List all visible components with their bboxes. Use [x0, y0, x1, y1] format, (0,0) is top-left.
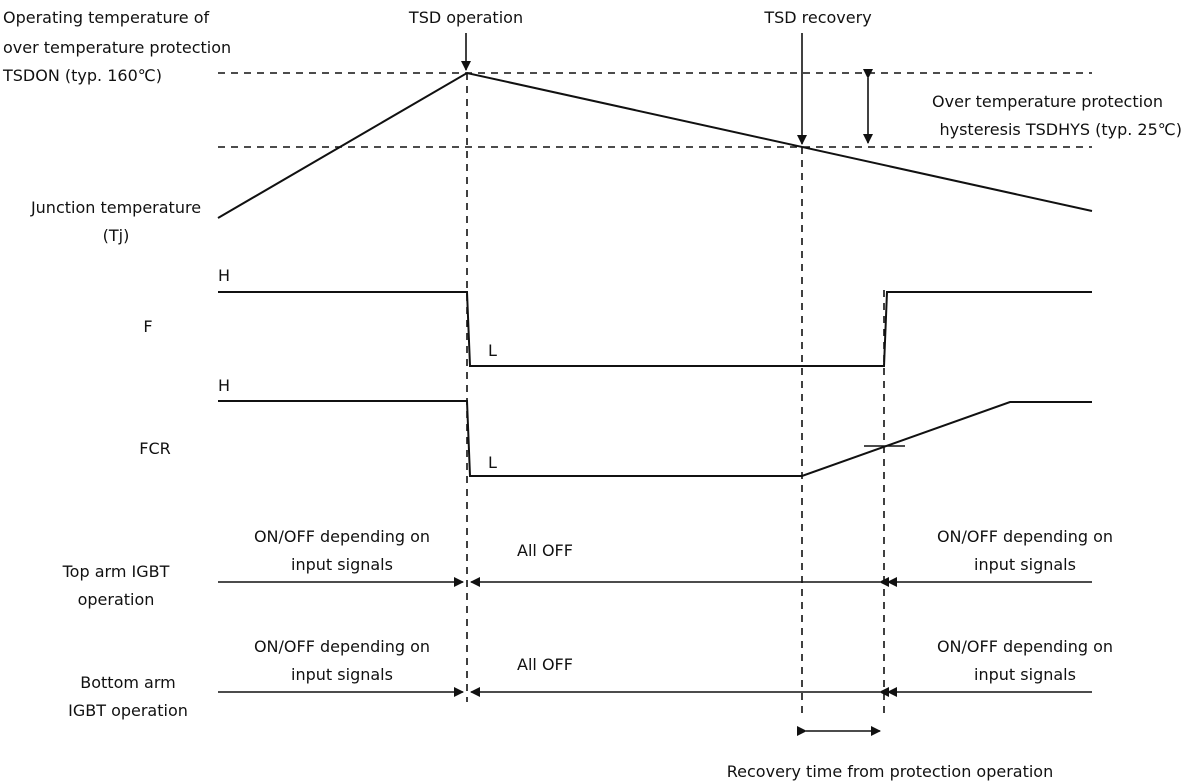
f-high-label: H [218, 266, 230, 285]
bottom-arm-after-line2: input signals [974, 665, 1076, 684]
f-signal-waveform [218, 291, 1092, 367]
tsd-recovery-label: TSD recovery [763, 8, 871, 27]
top-arm-all-off-label: All OFF [517, 541, 573, 560]
hysteresis-label-line2: hysteresis TSDHYS (typ. 25℃) [939, 120, 1182, 139]
junction-temperature-waveform [217, 71, 1093, 219]
bottom-arm-before-line2: input signals [291, 665, 393, 684]
top-arm-label: Top arm IGBT operation [62, 562, 170, 609]
fcr-low-label: L [488, 453, 497, 472]
top-arm-after-line2: input signals [974, 555, 1076, 574]
top-arm-before-label: ON/OFF depending on input signals [254, 527, 430, 574]
hysteresis-label-line1: Over temperature protection [932, 92, 1163, 111]
bottom-arm-label: Bottom arm IGBT operation [68, 673, 188, 720]
fcr-high-label: H [218, 376, 230, 395]
f-low-label: L [488, 341, 497, 360]
bottom-arm-after-line1: ON/OFF depending on [937, 637, 1113, 656]
top-arm-after-label: ON/OFF depending on input signals [937, 527, 1113, 574]
threshold-lines [218, 72, 1092, 148]
junction-temperature-label: Junction temperature (Tj) [30, 198, 201, 245]
tsdon-label-line2: over temperature protection [3, 38, 231, 57]
tsdon-label-line1: Operating temperature of [3, 8, 210, 27]
f-signal-label: F [143, 317, 152, 336]
top-arm-label-line2: operation [78, 590, 155, 609]
bottom-arm-label-line1: Bottom arm [80, 673, 175, 692]
junction-label-line2: (Tj) [103, 226, 130, 245]
tsd-operation-label: TSD operation [408, 8, 523, 27]
tsdon-label-line3: TSDON (typ. 160℃) [2, 66, 162, 85]
bottom-arm-label-line2: IGBT operation [68, 701, 188, 720]
bottom-arm-before-line1: ON/OFF depending on [254, 637, 430, 656]
hysteresis-label: Over temperature protection hysteresis T… [932, 92, 1182, 139]
bottom-arm-all-off-label: All OFF [517, 655, 573, 674]
top-arm-before-line1: ON/OFF depending on [254, 527, 430, 546]
fcr-signal-label: FCR [139, 439, 171, 458]
recovery-time-label: Recovery time from protection operation [727, 762, 1053, 781]
top-arm-after-line1: ON/OFF depending on [937, 527, 1113, 546]
bottom-arm-before-label: ON/OFF depending on input signals [254, 637, 430, 684]
junction-label-line1: Junction temperature [30, 198, 201, 217]
fcr-signal-waveform [218, 400, 1092, 477]
event-marker-lines [466, 73, 885, 718]
top-arm-label-line1: Top arm IGBT [62, 562, 170, 581]
top-arm-before-line2: input signals [291, 555, 393, 574]
tsdon-label: Operating temperature of over temperatur… [2, 8, 231, 85]
bottom-arm-after-label: ON/OFF depending on input signals [937, 637, 1113, 684]
